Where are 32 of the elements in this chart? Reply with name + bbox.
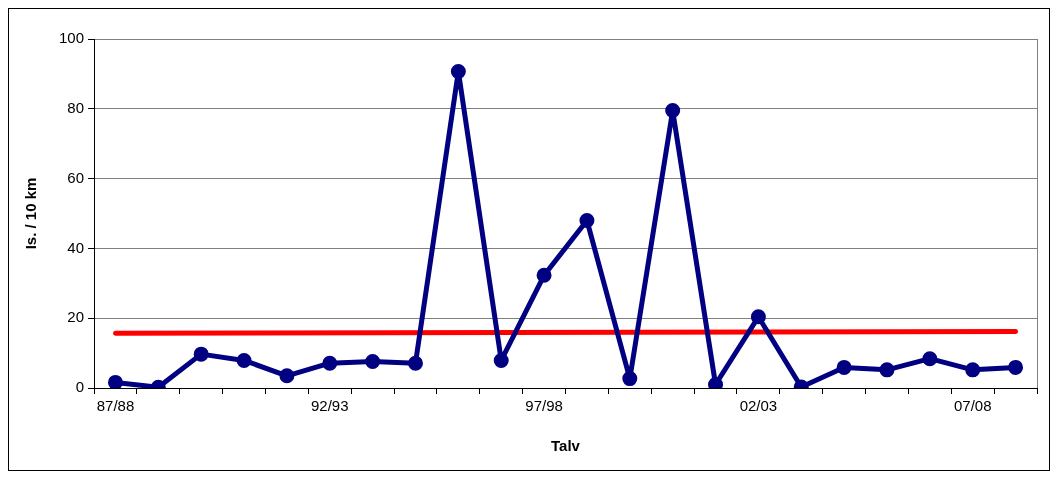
point [922,351,938,367]
point [665,103,681,119]
y-tick-label: 40 [67,238,85,256]
x-tick-label: 02/03 [739,397,778,415]
y-tick-label: 20 [67,308,85,326]
point [965,362,981,378]
y-tick-label: 100 [59,29,85,47]
point [750,309,766,325]
point [622,371,638,387]
x-tick-label: 97/98 [525,397,563,415]
point [408,355,423,371]
y-axis-title: Is. / 10 km [22,177,40,250]
y-tick-label: 60 [67,168,85,186]
point [579,212,595,228]
point [493,352,509,368]
point [536,267,552,283]
point [236,352,252,368]
x-tick-label: 92/93 [311,397,349,415]
y-tick-label: 0 [75,378,85,396]
point [322,355,338,371]
point [365,353,381,369]
point [107,374,123,388]
point [279,368,295,384]
point [879,362,895,378]
x-axis-title: Talv [551,437,581,455]
point [450,63,466,79]
y-tick-label: 80 [67,98,85,116]
point [193,346,209,362]
point [1008,359,1024,375]
point [836,359,852,375]
x-tick-label: 07/08 [953,397,992,415]
x-tick-label: 87/88 [96,397,135,415]
